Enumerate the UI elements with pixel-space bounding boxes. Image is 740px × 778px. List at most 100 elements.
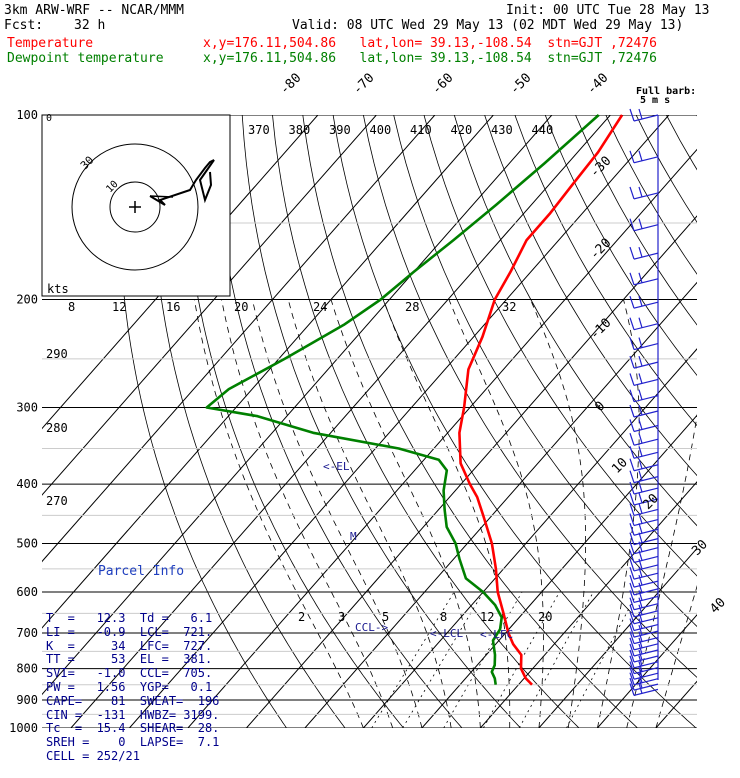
dry-adiabat-290 — [242, 115, 520, 728]
isotherm-0 — [422, 115, 740, 728]
wind-barbs — [630, 109, 658, 695]
isotherm-label--40: -40 — [584, 71, 611, 98]
mixing-ratio-label-8: 8 — [440, 610, 447, 624]
hodo-speed-label-24: 24 — [313, 300, 327, 314]
isotherm-50 — [714, 115, 740, 728]
isotherm-label--10: -10 — [587, 316, 614, 343]
wind-barb — [630, 296, 658, 308]
wind-barb — [630, 318, 658, 330]
wind-barb — [630, 373, 658, 385]
theta-label-390: 390 — [329, 123, 351, 137]
parcel-info-title: Parcel Info — [46, 565, 236, 579]
height-label-290: 290 — [46, 347, 68, 361]
hodo-speed-label-32: 32 — [502, 300, 516, 314]
hodo-units-label: kts — [47, 282, 69, 296]
pressure-label-600: 600 — [16, 585, 38, 599]
hodo-speed-label-8: 8 — [68, 300, 75, 314]
isotherm-40 — [656, 115, 740, 728]
annotation-1: M — [350, 530, 357, 543]
dry-adiabat-300 — [273, 115, 580, 728]
parcel-info-row: PW = 1.56 YGP= 0.1 — [46, 681, 236, 695]
pressure-label-700: 700 — [16, 626, 38, 640]
isotherm--20 — [305, 115, 740, 728]
hodo-speed-label-20: 20 — [234, 300, 248, 314]
hodo-speed-label-12: 12 — [112, 300, 126, 314]
hodograph — [42, 115, 230, 296]
hodo-storm-motion — [150, 196, 173, 197]
wind-barb — [630, 550, 658, 562]
theta-label-380: 380 — [289, 123, 311, 137]
isotherm-label--70: -70 — [350, 71, 377, 98]
parcel-info-row: CAPE= 81 SWEAT= 196 — [46, 695, 236, 709]
parcel-info-row: CIN = -131 HWBZ= 3199. — [46, 709, 236, 723]
isotherm-30 — [597, 115, 740, 728]
isotherm-label-0: 0 — [592, 399, 608, 415]
isotherm-label--20: -20 — [587, 236, 614, 263]
height-label-270: 270 — [46, 494, 68, 508]
moist-adiabat-15 — [383, 300, 509, 729]
wind-barb — [630, 390, 658, 402]
parcel-info-row: CELL = 252/21 — [46, 750, 236, 764]
dry-adiabat-410 — [606, 115, 740, 728]
theta-label-430: 430 — [491, 123, 513, 137]
dry-adiabat-440 — [697, 115, 740, 728]
parcel-info-row: LI = -0.9 LCL= 721. — [46, 626, 236, 640]
wind-barb — [630, 405, 658, 417]
height-label-280: 280 — [46, 421, 68, 435]
dry-adiabat-370 — [485, 115, 740, 728]
parcel-info-row: Tc = 15.4 SHEAR= 28. — [46, 722, 236, 736]
dry-adiabat-430 — [666, 115, 740, 728]
wind-barb — [630, 151, 658, 163]
dry-adiabat-450 — [727, 115, 740, 728]
dry-adiabat-380 — [515, 115, 740, 728]
theta-label-370: 370 — [248, 123, 270, 137]
isotherm-label-40: 40 — [707, 595, 729, 617]
dry-adiabat-280 — [212, 115, 462, 728]
pressure-label-200: 200 — [16, 293, 38, 307]
isotherm-label--30: -30 — [587, 154, 614, 181]
pressure-label-1000: 1000 — [9, 721, 38, 735]
parcel-info-row: K = 34 LFC= 727. — [46, 640, 236, 654]
annotation-2: CCL-> — [355, 621, 388, 634]
pressure-label-900: 900 — [16, 693, 38, 707]
wind-barb — [630, 273, 658, 285]
isotherm-label-20: 20 — [640, 491, 662, 513]
parcel-info-row: SREH = 0 LAPSE= 7.1 — [46, 736, 236, 750]
hodo-speed-label-16: 16 — [166, 300, 180, 314]
annotation-3: <-LCL — [430, 627, 463, 640]
theta-label-400: 400 — [370, 123, 392, 137]
mixing-ratio-label-2: 2 — [298, 610, 305, 624]
pressure-label-400: 400 — [16, 477, 38, 491]
annotation-4: <-LFC — [480, 628, 513, 641]
mixing-ratio-label-20: 20 — [538, 610, 552, 624]
mixing-ratio-label-3: 3 — [338, 610, 345, 624]
barb-legend-units: 5 m s — [640, 95, 670, 106]
wind-barb — [630, 187, 658, 199]
parcel-info-row: T = 12.3 Td = 6.1 — [46, 612, 236, 626]
theta-label-410: 410 — [410, 123, 432, 137]
pressure-label-100: 100 — [16, 108, 38, 122]
theta-label-420: 420 — [451, 123, 473, 137]
parcel-info-row: TT = 53 EL = 381. — [46, 653, 236, 667]
wind-barb — [630, 247, 658, 259]
isotherm-label-10: 10 — [609, 455, 631, 477]
hodograph-box — [42, 115, 230, 296]
hodo-corner-label: 0 — [46, 113, 52, 124]
theta-label-440: 440 — [532, 123, 554, 137]
mixing-ratio-label-12: 12 — [480, 610, 494, 624]
isotherm-label-30: 30 — [689, 537, 711, 559]
moist-adiabat-5 — [288, 300, 451, 729]
isotherm-10 — [480, 115, 740, 728]
moist-adiabat--5 — [222, 300, 393, 729]
isotherm-label--60: -60 — [429, 71, 456, 98]
isotherm-label--80: -80 — [277, 71, 304, 98]
hodo-speed-label-28: 28 — [405, 300, 419, 314]
pressure-label-300: 300 — [16, 400, 38, 414]
isotherm-label--50: -50 — [507, 71, 534, 98]
wind-barb — [630, 433, 658, 445]
dry-adiabat-320 — [333, 115, 696, 728]
parcel-info-row: SVI= -1.0 CCL= 705. — [46, 667, 236, 681]
mixing-ratio-lines — [372, 592, 638, 728]
pressure-label-500: 500 — [16, 536, 38, 550]
